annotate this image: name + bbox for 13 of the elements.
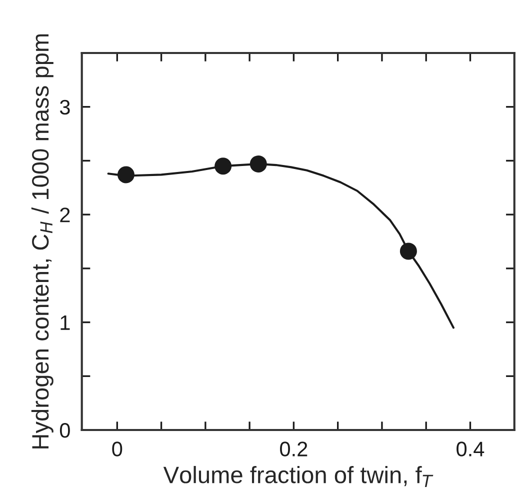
y-tick-label: 2 [60, 208, 70, 222]
x-tick-label: 0.2 [280, 442, 308, 456]
y-tick-label: 3 [60, 100, 70, 115]
point [400, 242, 417, 260]
x-tick-label: 0 [112, 442, 122, 456]
point [214, 158, 232, 175]
y-axis-title: Hydrogen content, C$_{H}$ / 1000 mass ppm [31, 34, 54, 448]
y-tick-label: 0 [60, 423, 70, 438]
y-tick-label: 1 [60, 316, 70, 330]
x-tick-label: 0.4 [456, 442, 484, 456]
point [250, 155, 267, 172]
x-axis-title: Volume fraction of twin, f$_{T}$ [163, 466, 434, 487]
point [117, 166, 134, 184]
